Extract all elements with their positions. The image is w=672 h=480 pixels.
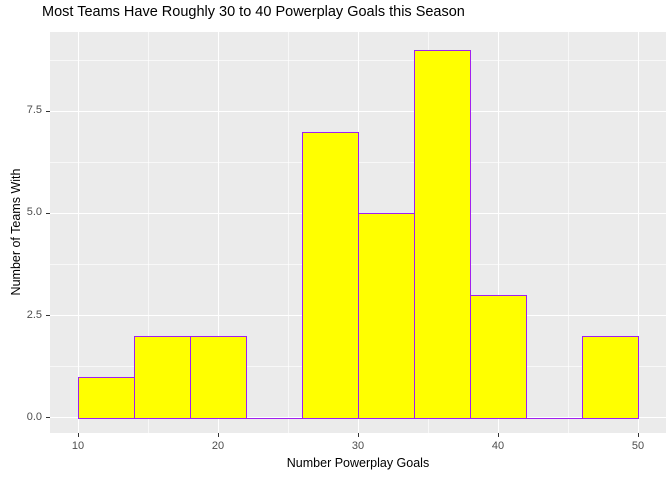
histogram-bar	[78, 376, 135, 419]
x-axis-title: Number Powerplay Goals	[286, 456, 430, 470]
y-tick-mark	[46, 315, 50, 317]
x-tick-label: 40	[491, 440, 505, 452]
x-tick-mark	[357, 433, 359, 437]
histogram-bar	[134, 336, 191, 419]
y-major-gridline	[50, 110, 666, 112]
histogram-bar	[582, 336, 639, 419]
x-major-gridline	[217, 32, 219, 433]
histogram-bar	[414, 49, 471, 419]
x-tick-label: 10	[71, 440, 85, 452]
x-minor-gridline	[567, 32, 569, 433]
histogram-bar	[470, 295, 527, 419]
x-minor-gridline	[147, 32, 149, 433]
x-tick-label: 20	[211, 440, 225, 452]
y-tick-mark	[46, 212, 50, 214]
zero-baseline	[78, 417, 639, 419]
histogram-bar	[190, 336, 247, 419]
y-tick-label: 5.0	[26, 206, 42, 219]
x-major-gridline	[77, 32, 79, 433]
histogram-bar	[358, 213, 415, 419]
x-tick-mark	[637, 433, 639, 437]
x-tick-mark	[217, 433, 219, 437]
y-tick-mark	[46, 417, 50, 419]
y-tick-mark	[46, 110, 50, 112]
x-major-gridline	[637, 32, 639, 433]
y-tick-label: 7.5	[26, 104, 42, 117]
y-tick-label: 0.0	[26, 410, 42, 423]
x-tick-mark	[77, 433, 79, 437]
y-axis-title: Number of Teams With	[9, 168, 23, 296]
chart-title: Most Teams Have Roughly 30 to 40 Powerpl…	[42, 4, 465, 20]
x-tick-mark	[497, 433, 499, 437]
x-minor-gridline	[287, 32, 289, 433]
y-tick-label: 2.5	[26, 308, 42, 321]
histogram-bar	[302, 131, 359, 419]
x-major-gridline	[497, 32, 499, 433]
x-tick-label: 30	[351, 440, 365, 452]
plot-panel	[50, 32, 666, 433]
x-tick-label: 50	[631, 440, 645, 452]
